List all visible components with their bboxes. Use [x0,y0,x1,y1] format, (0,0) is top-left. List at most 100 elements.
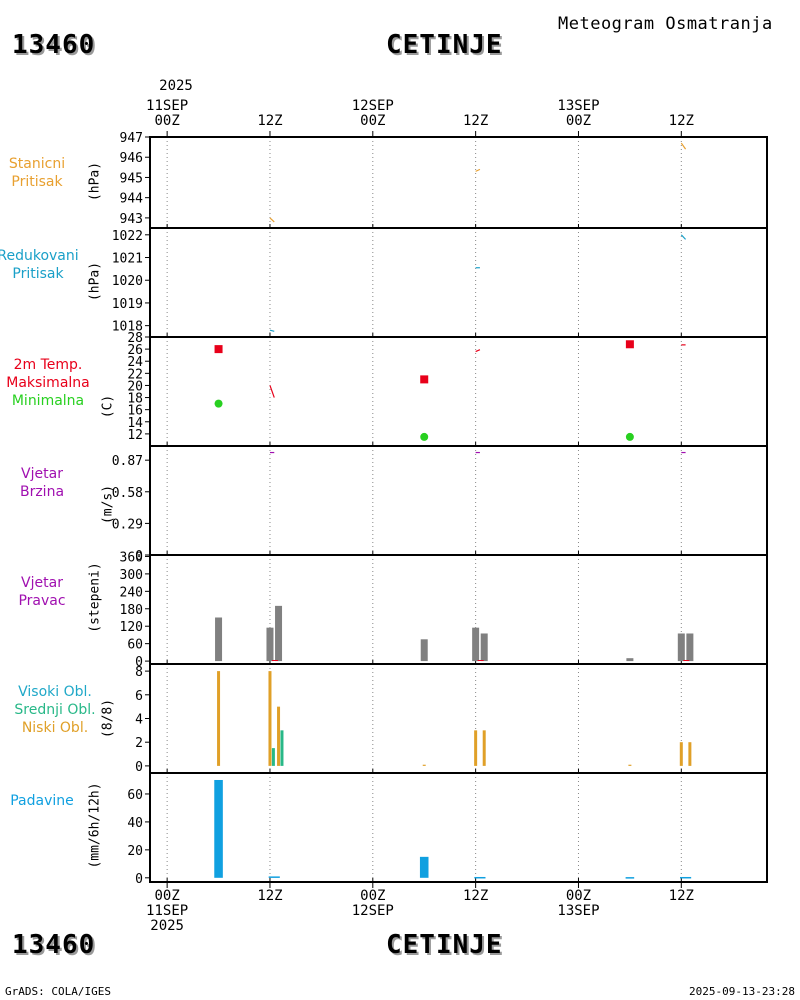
time-tick-label: 13SEP [557,98,600,114]
cloud-bar [277,706,281,766]
label-wind-speed: Vjetar Brzina [0,465,92,501]
wind-direction-bar [266,627,274,662]
y-tick-label: 6 [135,689,143,704]
time-tick-label: 12Z [668,113,694,129]
label-line: Pritisak [11,174,63,190]
panel-wind_direction: 0 60 120 180 240 300 360 [120,550,768,670]
station-id-top: 13460 [12,30,96,60]
y-tick-label: 28 [127,331,143,346]
label-line: Stanicni [8,156,66,172]
timestamp-label: 2025-09-13-23:28 [689,985,795,998]
label-reduced-pressure: Redukovani Pritisak [0,247,88,283]
label-line: Vjetar [21,466,63,482]
time-tick-label: 12SEP [351,98,394,114]
label-station-pressure: Stanicni Pritisak [0,155,87,191]
panel-station_pressure: 943 944 945 946 947 [120,131,768,229]
y-tick-label: 60 [127,788,143,803]
y-tick-label: 18 [127,392,143,407]
y-tick-label: 60 [127,638,143,653]
cloud-bar [679,742,683,766]
temp-min-point [625,432,634,441]
time-tick-label: 12Z [257,113,283,129]
wind-direction-bar [275,605,283,662]
y-tick-label: 40 [127,816,143,831]
data-segment [269,385,275,398]
panel-precipitation: 0 20 40 60 [127,772,768,887]
y-tick-label: 24 [127,355,143,370]
label-line: Pritisak [12,266,64,282]
label-line: Brzina [19,484,65,500]
panel-reduced_pressure: 1018 1019 1020 1021 1022 [112,227,768,338]
y-tick-label: 943 [120,212,143,227]
time-tick-label: 00Z [565,888,592,904]
y-tick-label: 946 [120,151,143,166]
precip-bar [214,779,223,878]
label-line: Padavine [10,793,74,809]
precip-bar [419,856,429,878]
y-tick-label: 1019 [112,297,143,312]
y-tick-label: 0.29 [112,517,143,532]
temp-min-point [214,399,223,408]
y-tick-label: 14 [127,416,143,431]
y-tick-label: 120 [120,620,143,635]
y-tick-label: 0.58 [112,486,143,501]
wind-direction-bar [480,633,488,662]
label-line: Vjetar [21,575,63,591]
panel-frame [149,136,768,229]
y-tick-label: 22 [127,367,143,382]
time-tick-label: 12SEP [351,903,394,919]
time-tick-label: 00Z [154,888,180,904]
label-line: Redukovani [0,248,79,264]
y-tick-label: 1020 [112,274,143,289]
precip-bar [680,876,692,879]
label-line: Minimalna [11,393,85,409]
label-line: Maksimalna [6,375,90,391]
panel-frame [149,336,768,447]
top-year-label: 2025 [159,78,193,94]
time-tick-label: 2025 [150,918,184,934]
y-tick-label: 1022 [112,229,143,244]
y-tick-label: 1018 [112,320,143,335]
label-line: Pravac [18,593,66,609]
cloud-bar [688,742,692,766]
y-tick-label: 16 [127,404,143,419]
time-tick-label: 00Z [565,113,592,129]
cloud-bar [217,671,221,766]
station-id-bottom: 13460 [12,930,96,960]
time-tick-label: 00Z [360,888,386,904]
y-tick-label: 4 [135,713,143,728]
time-tick-label: 11SEP [146,903,189,919]
label-precipitation: Padavine [0,792,92,810]
panel-clouds: 0 2 4 6 8 [135,663,768,775]
y-tick-label: 300 [120,568,143,583]
y-tick-label: 945 [120,171,143,186]
temp-max-point [214,345,223,354]
wind-direction-bar [686,633,694,662]
wind-direction-bar [677,633,685,662]
cloud-bar [422,764,426,766]
panel-wind_speed: 0 0.29 0.58 0.87 [112,445,768,564]
temp-max-point [420,375,429,384]
y-tick-label: 0 [135,549,143,564]
data-segment [680,142,687,150]
y-tick-label: 360 [120,550,143,565]
y-tick-label: 2 [135,736,143,751]
wind-direction-bar [215,617,223,662]
time-tick-label: 13SEP [557,903,600,919]
temp-max-point [625,340,634,349]
y-tick-label: 240 [120,585,143,600]
panel-frame [149,554,768,665]
panel-frame [149,445,768,556]
label-clouds: Visoki Obl. Srednji Obl. Niski Obl. [5,683,105,737]
y-tick-label: 20 [127,844,143,859]
precip-bar [625,877,635,879]
data-segment [269,329,275,332]
y-tick-label: 8 [135,665,143,680]
label-line: Visoki Obl. [18,684,92,700]
y-tick-label: 26 [127,343,143,358]
wind-direction-bar [626,658,634,662]
precip-bar [474,876,486,879]
label-line: 2m Temp. [13,357,83,373]
